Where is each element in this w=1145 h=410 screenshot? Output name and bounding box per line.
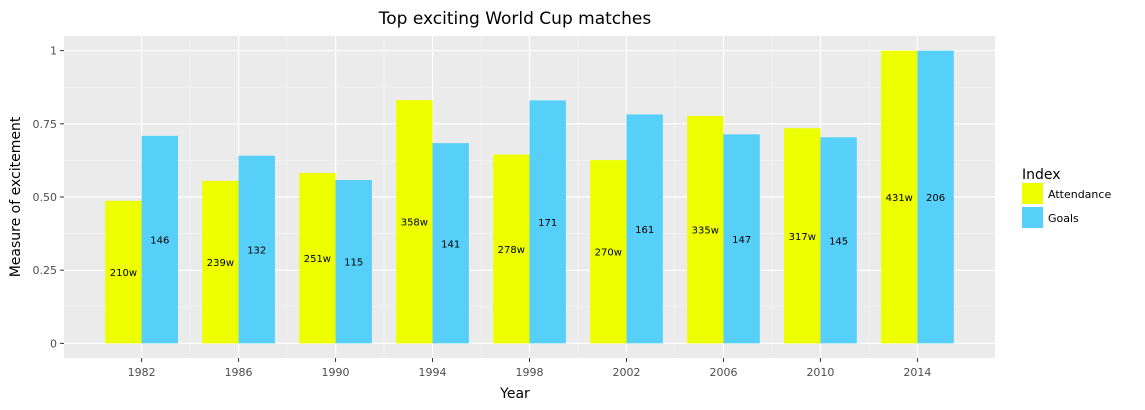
x-tick-label: 2006 (709, 366, 737, 379)
legend-title: Index (1022, 167, 1061, 183)
legend-swatch-attendance (1022, 183, 1043, 204)
bar-attendance-1998 (493, 154, 530, 344)
y-axis: 0 0.25 0.50 0.75 1 (33, 45, 64, 350)
y-tick-label: 0 (50, 337, 57, 350)
legend-label-attendance: Attendance (1048, 188, 1111, 201)
x-tick-label: 2014 (903, 366, 931, 379)
bar-label-attendance-1998: 278w (498, 245, 525, 256)
bar-label-attendance-1994: 358w (401, 218, 428, 229)
bar-attendance-2014 (881, 50, 918, 344)
bar-label-goals-1998: 171 (538, 218, 557, 229)
bar-label-attendance-2002: 270w (595, 248, 622, 259)
bar-label-goals-2014: 206 (926, 193, 945, 204)
bar-attendance-1982 (105, 200, 142, 344)
bar-goals-1982 (141, 135, 178, 344)
x-tick-label: 1986 (225, 366, 253, 379)
bar-goals-1994 (432, 143, 469, 344)
bar-label-goals-2002: 161 (635, 225, 654, 236)
x-tick-label: 2002 (612, 366, 640, 379)
x-tick-label: 1994 (419, 366, 447, 379)
bar-goals-2010 (820, 137, 857, 344)
bar-label-goals-1990: 115 (344, 258, 363, 269)
bar-goals-2014 (917, 50, 954, 344)
bar-attendance-1990 (299, 172, 336, 344)
bar-goals-1990 (335, 180, 372, 344)
x-tick-label: 1998 (516, 366, 544, 379)
y-tick-label: 0.75 (33, 118, 58, 131)
bars (105, 50, 954, 344)
bar-attendance-1986 (202, 180, 239, 344)
bar-label-goals-1994: 141 (441, 239, 460, 250)
bar-label-attendance-1982: 210w (110, 268, 137, 279)
bar-attendance-2010 (784, 128, 821, 344)
x-tick-label: 2010 (806, 366, 834, 379)
bar-goals-1998 (529, 100, 566, 344)
legend-label-goals: Goals (1048, 212, 1079, 225)
y-tick-label: 1 (50, 45, 57, 58)
bar-labels: 210w 239w 251w 358w 278w 270w 335w 317w 431w 146 1… (110, 193, 945, 279)
x-tick-label: 1982 (128, 366, 156, 379)
bar-label-attendance-2010: 317w (789, 232, 816, 243)
bar-goals-2002 (626, 114, 663, 344)
legend-swatch-goals (1022, 207, 1043, 228)
y-tick-label: 0.25 (33, 264, 58, 277)
y-tick-label: 0.50 (33, 191, 58, 204)
bar-label-goals-2006: 147 (732, 235, 751, 246)
bar-goals-2006 (723, 134, 760, 344)
x-axis: 1982 1986 1990 1994 1998 2002 2006 2010 2014 (128, 358, 931, 379)
bar-label-attendance-1990: 251w (304, 254, 331, 265)
bar-label-goals-1986: 132 (247, 246, 266, 257)
bar-goals-1986 (238, 155, 275, 344)
bar-attendance-2002 (590, 160, 627, 344)
bar-attendance-1994 (396, 100, 433, 344)
bar-label-attendance-2014: 431w (886, 193, 913, 204)
x-tick-label: 1990 (322, 366, 350, 379)
bar-label-goals-1982: 146 (150, 236, 169, 247)
legend: Index Attendance Goals (1022, 167, 1111, 228)
chart-title: Top exciting World Cup matches (378, 9, 652, 29)
bar-label-goals-2010: 145 (829, 236, 848, 247)
bar-attendance-2006 (687, 115, 724, 344)
bar-label-attendance-1986: 239w (207, 258, 234, 269)
y-axis-title: Measure of excitement (8, 116, 24, 277)
x-axis-title: Year (499, 386, 530, 402)
bar-label-attendance-2006: 335w (692, 226, 719, 237)
